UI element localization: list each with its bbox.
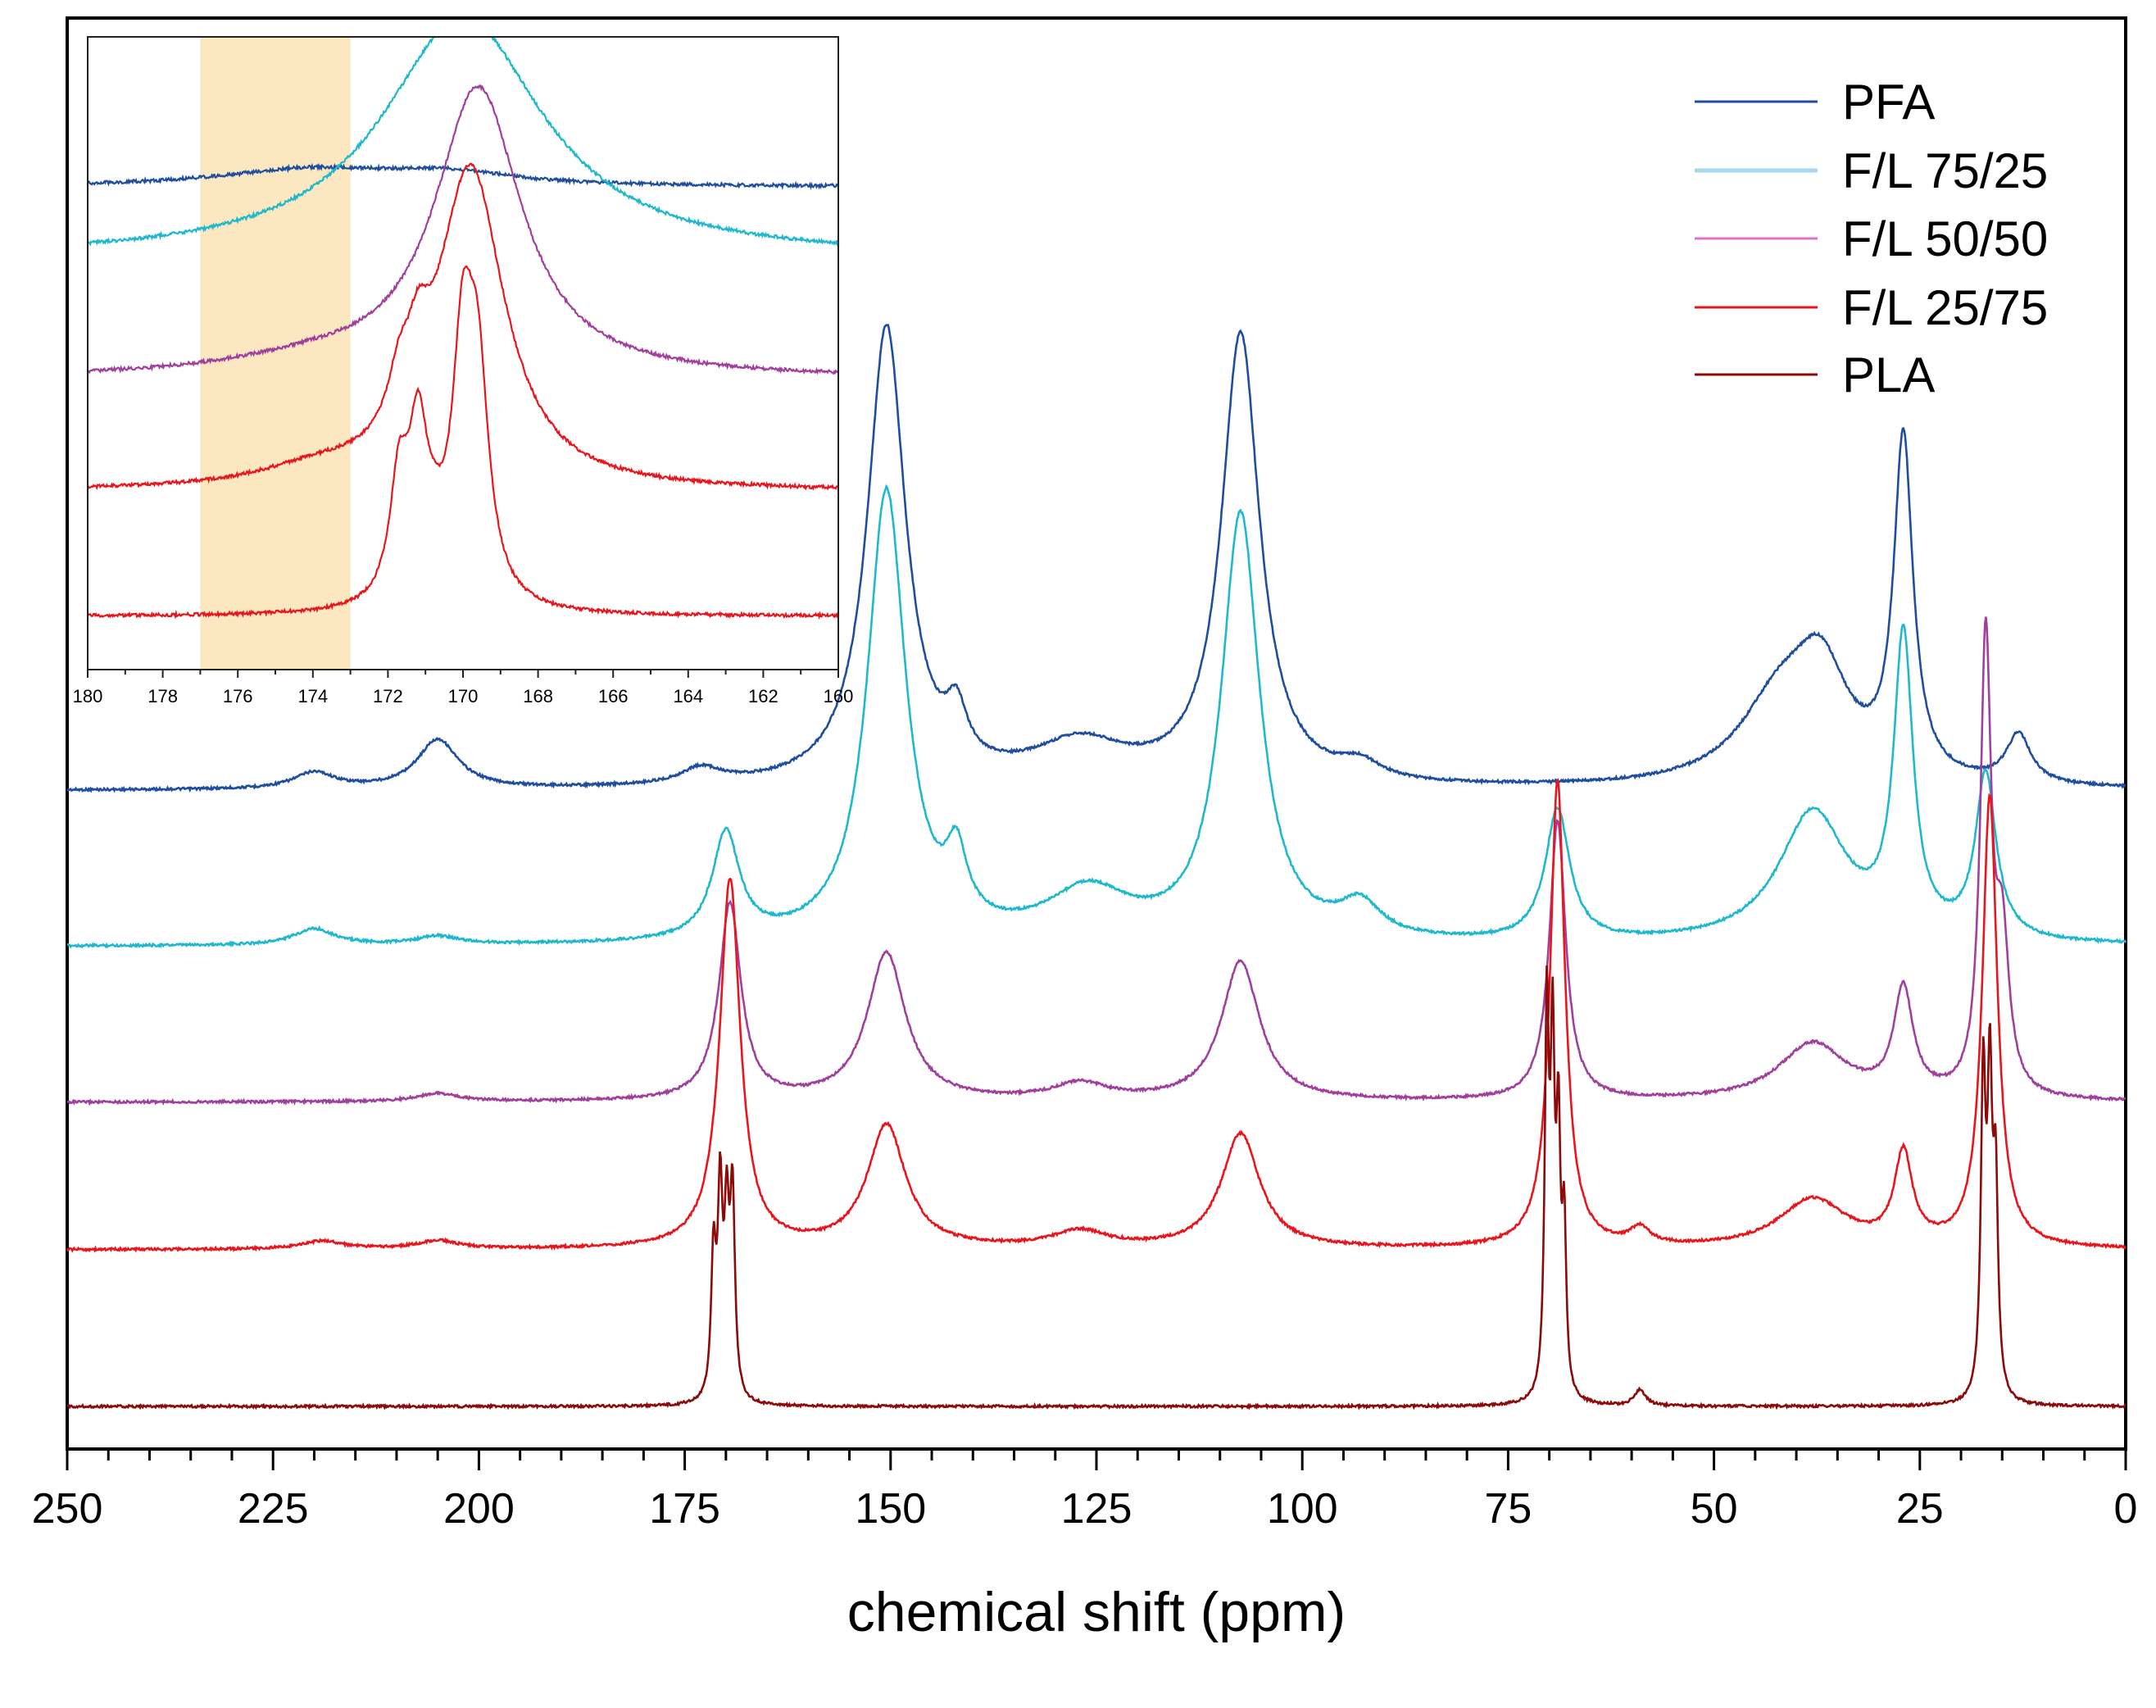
x-tick-label: 75 (1484, 1485, 1532, 1533)
legend-label-fl-50-50: F/L 50/50 (1842, 211, 2048, 266)
legend-label-pfa: PFA (1842, 75, 1935, 129)
x-tick-label: 200 (443, 1485, 515, 1533)
legend-label-fl-75-25: F/L 75/25 (1842, 143, 2048, 198)
inset-tick-label: 180 (73, 686, 103, 706)
inset-highlight-band (200, 37, 351, 670)
inset-tick-label: 166 (598, 686, 629, 706)
x-tick-label: 125 (1061, 1485, 1132, 1533)
x-tick-label: 0 (2114, 1485, 2138, 1533)
inset-tick-label: 164 (673, 686, 703, 706)
series-line-f-l-25-75 (66, 777, 2127, 1253)
series-line-pfa (66, 324, 2126, 793)
x-axis: 250 225 200 175 150 125 100 75 50 25 0 (32, 1449, 2138, 1533)
x-tick-label: 250 (32, 1485, 103, 1533)
legend-label-pla: PLA (1842, 348, 1935, 402)
inset-plot: 180 178 176 174 172 170 168 166 164 162 160 (73, 36, 854, 706)
inset-series-line-pla (88, 265, 838, 620)
main-series-group (66, 324, 2127, 1410)
x-tick-label: 50 (1691, 1485, 1738, 1533)
x-tick-label: 100 (1267, 1485, 1338, 1533)
inset-tick-label: 162 (748, 686, 778, 706)
legend: PFA F/L 75/25 F/L 50/50 F/L 25/75 PLA (1695, 75, 2048, 402)
series-line-pla (66, 965, 2126, 1410)
inset-tick-label: 168 (523, 686, 553, 706)
x-tick-label: 25 (1896, 1485, 1944, 1533)
inset-series-line-f-l-75-25 (88, 37, 838, 248)
inset-x-axis: 180 178 176 174 172 170 168 166 164 162 160 (73, 670, 854, 706)
inset-tick-label: 170 (448, 686, 479, 706)
inset-tick-label: 178 (148, 686, 178, 706)
series-line-f-l-50-50 (66, 616, 2126, 1106)
x-axis-title: chemical shift (ppm) (847, 1581, 1346, 1643)
series-line-f-l-75-25 (66, 484, 2127, 949)
inset-tick-label: 174 (297, 686, 328, 706)
x-tick-label: 225 (238, 1485, 309, 1533)
inset-series-line-f-l-25-75 (88, 162, 838, 491)
x-tick-label: 175 (649, 1485, 720, 1533)
inset-series-line-f-l-50-50 (88, 84, 838, 375)
inset-tick-label: 172 (373, 686, 403, 706)
inset-series-group (88, 37, 838, 620)
legend-label-fl-25-75: F/L 25/75 (1842, 280, 2048, 335)
inset-tick-label: 176 (223, 686, 253, 706)
x-tick-label: 150 (855, 1485, 926, 1533)
inset-tick-label: 160 (824, 686, 854, 706)
